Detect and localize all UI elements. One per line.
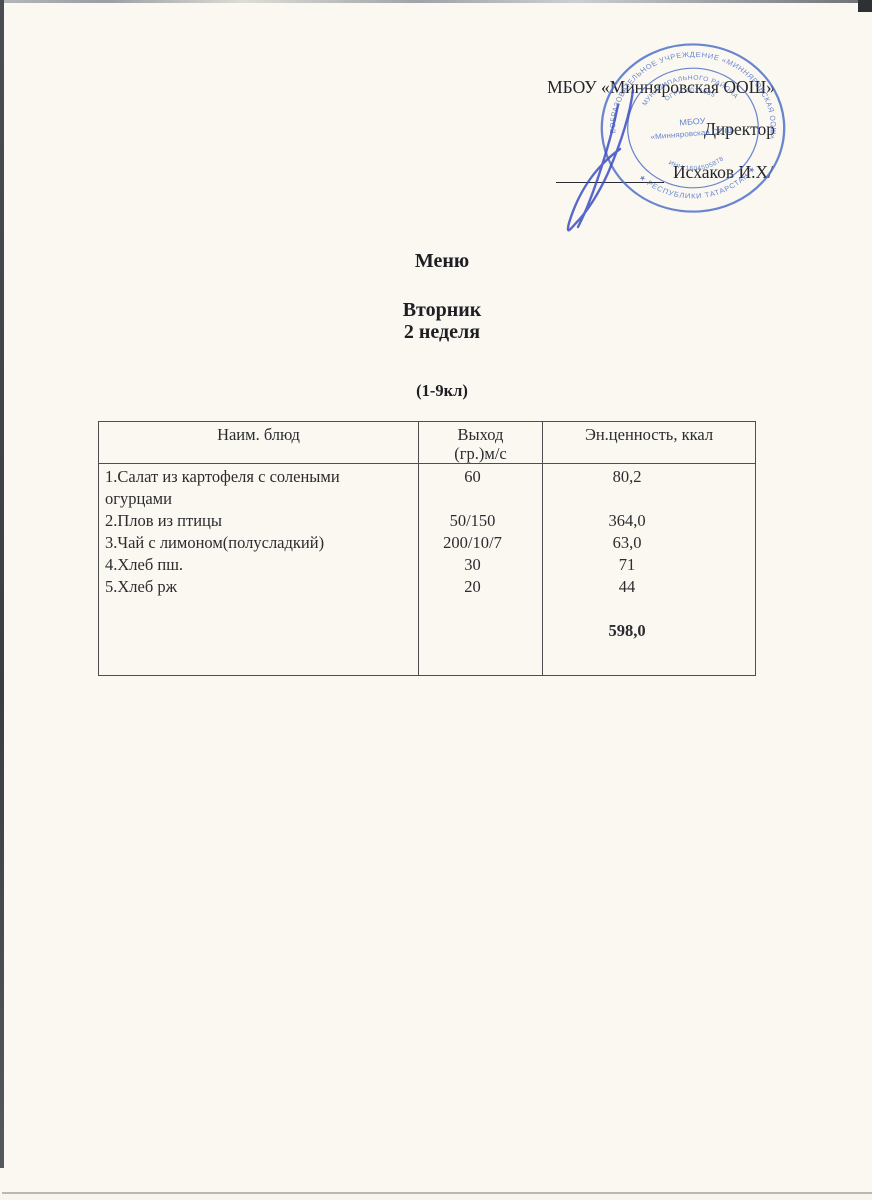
director-label: Директор [703,119,775,139]
director-name: Исхаков И.Х/ [673,162,773,182]
weekday-title: Вторник [402,299,482,321]
scan-corner-mark [858,0,872,12]
dish-line: 2.Плов из птицы [105,511,222,530]
energy-value: 44 [618,577,636,596]
official-stamp: ОБЩЕОБРАЗОВАТЕЛЬНОЕ УЧРЕЖДЕНИЕ «МИННЯРОВ… [597,40,786,213]
scan-bottom-edge [2,1192,872,1194]
output-column: 60 50/150 200/10/7 30 20 [419,464,543,675]
header-output-line1: Выход [457,425,504,444]
energy-value [543,488,711,510]
signature-line [556,182,664,183]
week-number: 2 неделя [403,321,481,343]
output-value: 50/150 [449,511,496,530]
energy-column: 80,2 364,0 63,0 71 44 598,0 [543,464,755,675]
output-value: 60 [464,467,481,486]
dish-line: 4.Хлеб пш. [105,555,184,574]
output-value: 30 [464,555,481,574]
dish-line: огурцами [105,489,172,508]
dish-line: 3.Чай с лимоном(полусладкий) [105,533,325,552]
energy-value: 71 [618,555,636,574]
dish-line: 5.Хлеб рж [105,577,178,596]
menu-title: Меню [414,250,470,272]
dish-column: 1.Салат из картофеля с солеными огурцами… [99,464,419,675]
header-output-line2: (гр.)м/с [454,444,507,463]
header-output: Выход (гр.)м/с [419,422,543,464]
signature [566,88,635,232]
output-value: 20 [464,577,481,596]
energy-value: 80,2 [612,467,642,486]
dish-line: 1.Салат из картофеля с солеными [105,467,340,486]
header-dish: Наим. блюд [99,422,419,464]
grades-label: (1-9кл) [416,381,468,400]
scan-left-edge [0,0,4,1168]
scan-bottom-strip [0,1194,872,1200]
energy-value: 364,0 [608,511,646,530]
menu-table: Наим. блюд Выход (гр.)м/с Эн.ценность, к… [98,421,756,676]
scan-top-edge [0,0,872,3]
energy-value: 63,0 [612,533,642,552]
output-value: 200/10/7 [443,533,502,552]
energy-total: 598,0 [608,621,646,640]
stamp-center-abbr: МБОУ [679,116,706,128]
organization-name: МБОУ «Минняровская ООШ» [547,77,775,97]
header-energy: Эн.ценность, ккал [543,422,755,464]
spacer-line [543,598,711,620]
output-value [419,488,526,510]
